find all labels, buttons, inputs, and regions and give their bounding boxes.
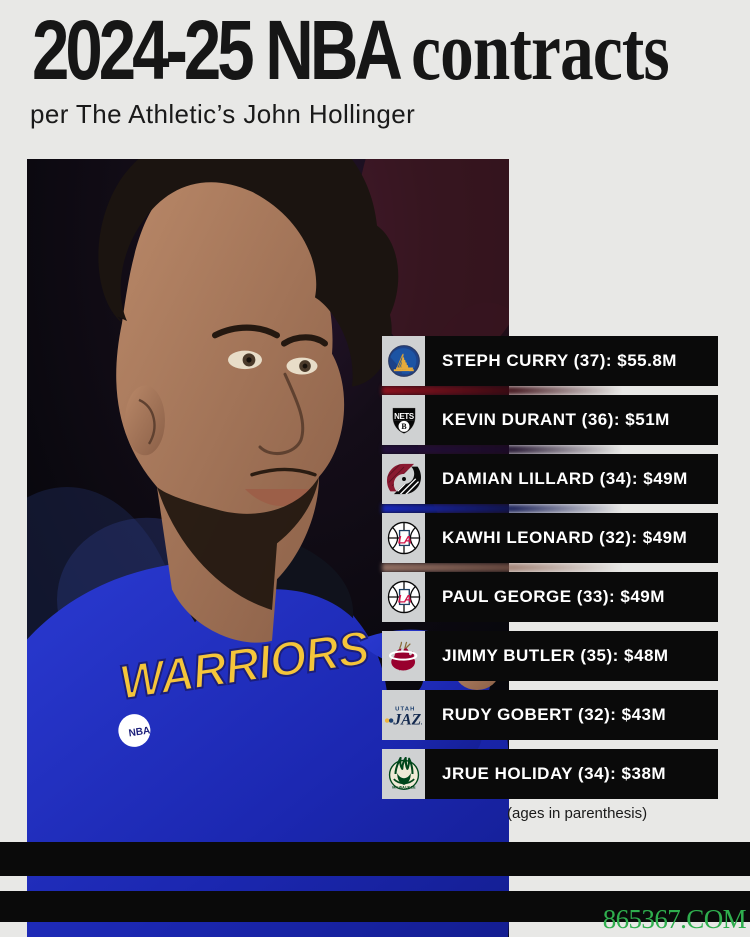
svg-text:LA: LA	[397, 594, 411, 606]
svg-text:MILWAUKEE: MILWAUKEE	[392, 785, 416, 789]
svg-text:JAZZ: JAZZ	[392, 712, 422, 727]
svg-text:LA: LA	[397, 535, 411, 547]
svg-text:NETS: NETS	[394, 412, 414, 421]
svg-text:B: B	[401, 422, 407, 431]
